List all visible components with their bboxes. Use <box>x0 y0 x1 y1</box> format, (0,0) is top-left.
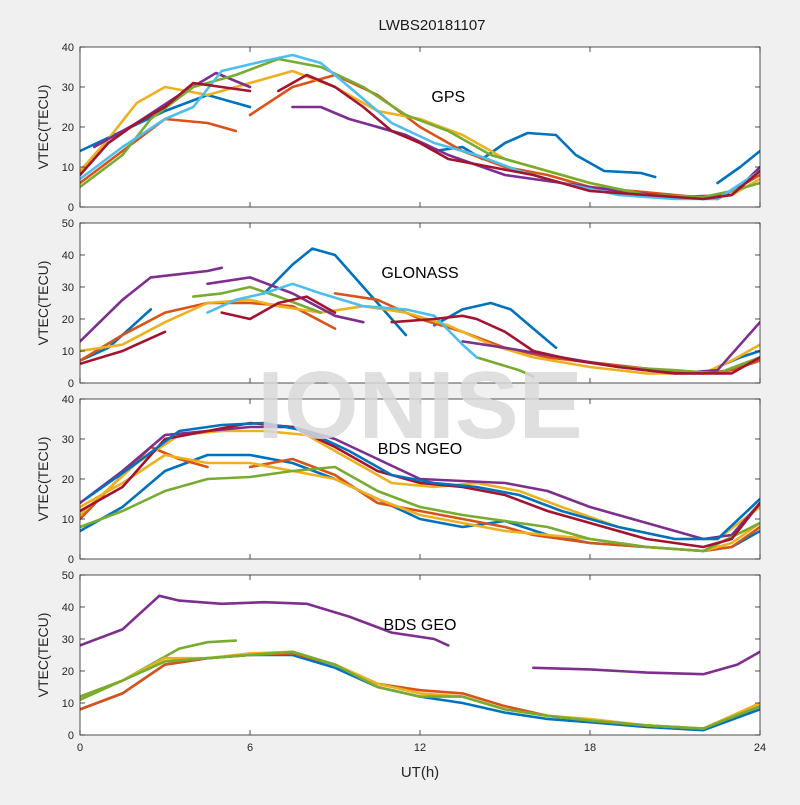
series-line-2 <box>716 149 760 185</box>
series-group <box>80 421 760 553</box>
y-axis-label: VTEC(TECU) <box>35 261 51 346</box>
series-line-13 <box>206 282 478 359</box>
series-group <box>80 53 760 201</box>
series-line-16 <box>390 314 760 375</box>
series-line-7 <box>80 266 223 343</box>
plot-area <box>80 223 760 383</box>
figure-title: LWBS20181107 <box>378 17 485 34</box>
x-axis-label: UT(h) <box>401 764 439 781</box>
y-tick-label: 30 <box>62 634 74 646</box>
y-tick-label: 50 <box>62 570 74 582</box>
series-line-1 <box>532 650 760 676</box>
plot-area <box>80 575 760 735</box>
x-tick-label: 24 <box>754 742 766 754</box>
y-tick-label: 0 <box>68 730 74 742</box>
series-line-10 <box>80 81 252 177</box>
series-line-9 <box>80 53 760 201</box>
panel-annotation: GPS <box>431 89 465 106</box>
y-tick-label: 40 <box>62 394 74 406</box>
series-line-6 <box>80 650 760 730</box>
y-tick-label: 30 <box>62 434 74 446</box>
series-line-11 <box>475 356 535 378</box>
y-tick-label: 40 <box>62 42 74 54</box>
watermark: IONISE <box>257 352 582 459</box>
series-line-1 <box>262 247 408 337</box>
panels: 0 10 20 30 40 VTEC(TECU) GPS 0 10 20 30 40 50 VTEC(TE… <box>35 42 766 754</box>
y-tick-label: 50 <box>62 218 74 230</box>
series-group <box>80 594 760 732</box>
y-axis-label: VTEC(TECU) <box>35 437 51 522</box>
y-tick-label: 30 <box>62 282 74 294</box>
panel-0: 0 10 20 30 40 VTEC(TECU) GPS <box>35 42 761 214</box>
panel-1: 0 10 20 30 40 50 VTEC(TECU) GLONASS <box>35 218 761 390</box>
series-group <box>80 247 760 378</box>
panel-3: 0 10 20 30 40 50 0 6 12 18 24 VTEC(TECU) BDS GEO <box>35 570 766 754</box>
y-tick-label: 0 <box>68 554 74 566</box>
y-tick-label: 40 <box>62 250 74 262</box>
y-tick-label: 10 <box>62 698 74 710</box>
series-line-0 <box>80 594 450 647</box>
series-line-12 <box>617 356 760 375</box>
y-tick-label: 30 <box>62 82 74 94</box>
series-line-8 <box>206 276 365 324</box>
series-line-2 <box>432 301 558 350</box>
y-tick-label: 10 <box>62 514 74 526</box>
series-line-11 <box>277 73 760 201</box>
x-tick-label: 6 <box>247 742 253 754</box>
x-tick-label: 18 <box>584 742 596 754</box>
series-line-10 <box>192 285 323 314</box>
panel-2: 0 10 20 30 40 VTEC(TECU) BDS NGEO <box>35 394 761 566</box>
y-tick-label: 10 <box>62 346 74 358</box>
y-tick-label: 20 <box>62 122 74 134</box>
y-tick-label: 40 <box>62 602 74 614</box>
series-line-15 <box>220 295 337 321</box>
y-axis-label: VTEC(TECU) <box>35 613 51 698</box>
x-tick-label: 0 <box>77 742 83 754</box>
series-line-5 <box>80 425 760 541</box>
panel-annotation: BDS GEO <box>384 617 457 634</box>
y-axis-label: VTEC(TECU) <box>35 85 51 170</box>
y-tick-label: 0 <box>68 378 74 390</box>
series-line-8 <box>84 421 760 541</box>
y-tick-label: 20 <box>62 314 74 326</box>
series-line-7 <box>80 421 760 549</box>
panel-annotation: BDS NGEO <box>378 441 462 458</box>
x-tick-label: 12 <box>414 742 426 754</box>
y-tick-label: 0 <box>68 202 74 214</box>
y-tick-label: 20 <box>62 666 74 678</box>
y-tick-label: 10 <box>62 162 74 174</box>
series-line-14 <box>80 330 167 366</box>
y-tick-label: 20 <box>62 474 74 486</box>
series-line-6 <box>80 465 760 553</box>
panel-annotation: GLONASS <box>381 265 458 282</box>
